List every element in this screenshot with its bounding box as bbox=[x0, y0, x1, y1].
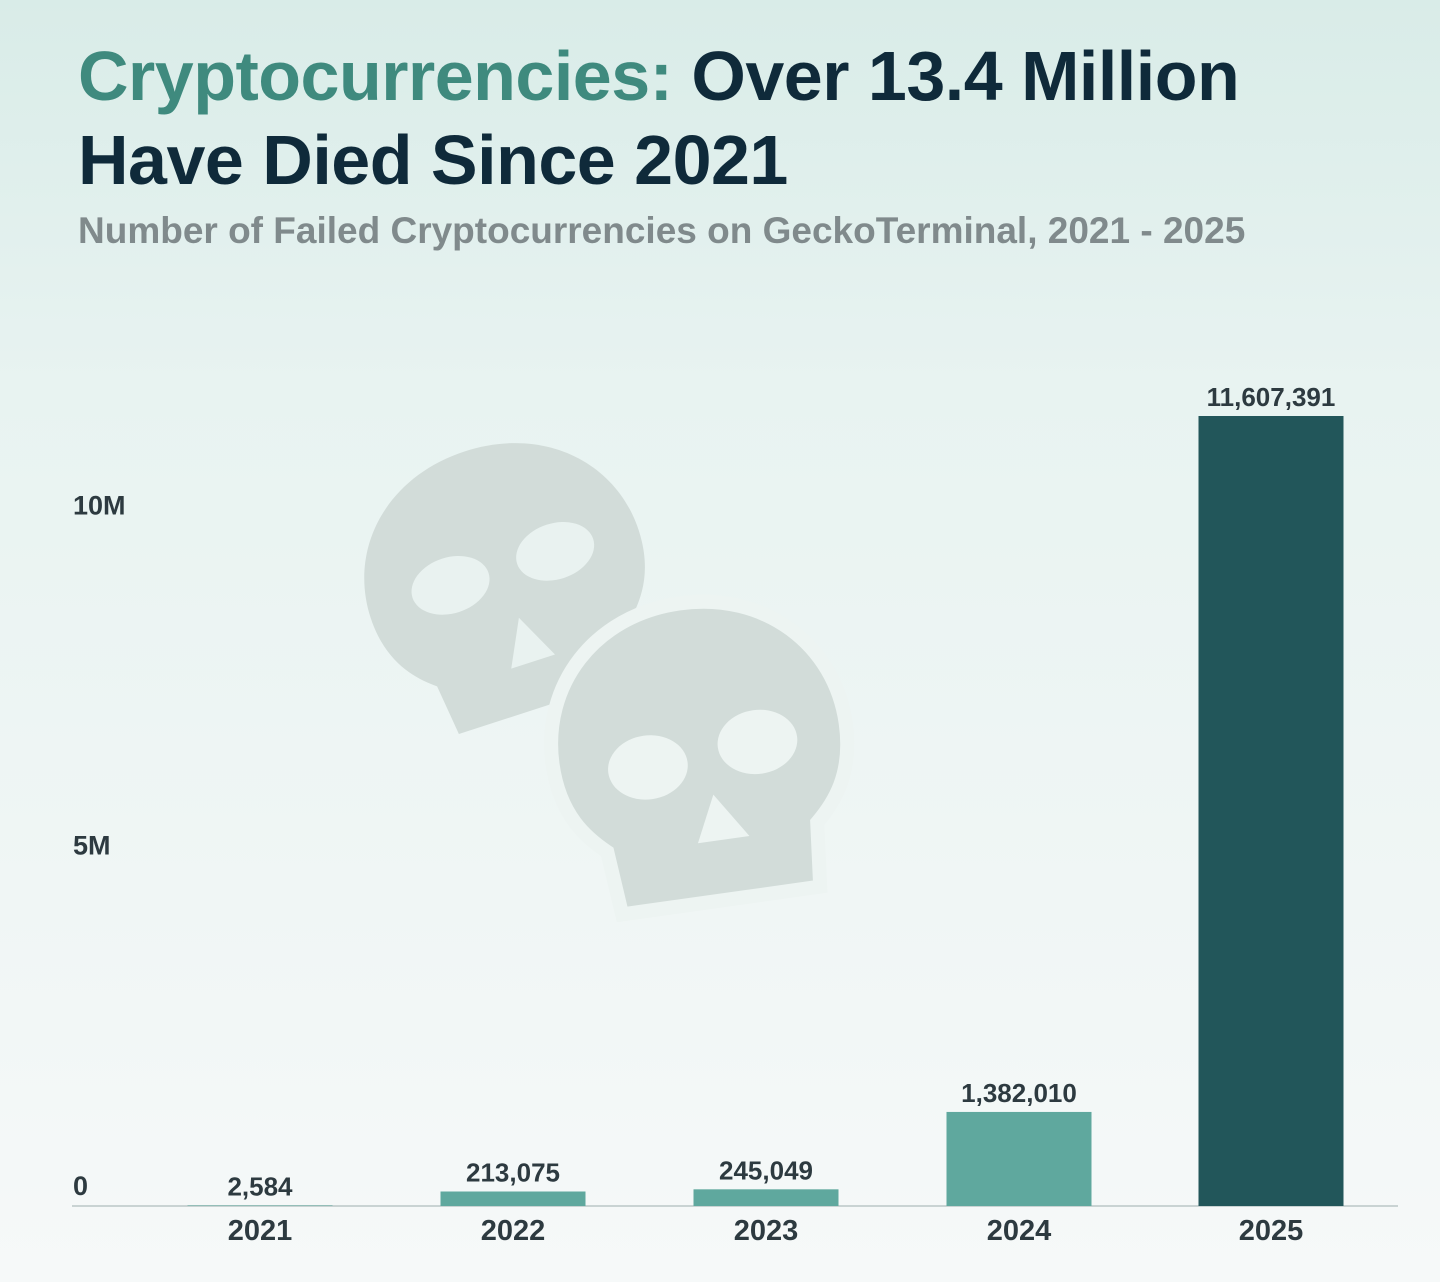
bar-2024 bbox=[946, 1111, 1092, 1206]
data-label-2023: 245,049 bbox=[719, 1155, 813, 1185]
x-tick-label: 2022 bbox=[481, 1215, 546, 1247]
skull-watermark bbox=[364, 443, 855, 923]
title-accent: Cryptocurrencies: bbox=[78, 37, 673, 115]
data-label-2025: 11,607,391 bbox=[1207, 382, 1336, 412]
x-axis-labels: 2021 2022 2023 2024 2025 bbox=[228, 1215, 1304, 1247]
bar-2025 bbox=[1198, 416, 1344, 1206]
y-tick-label: 5M bbox=[73, 831, 111, 861]
y-axis-ticks: 0 5M 10M bbox=[73, 490, 126, 1201]
data-labels: 2,584 213,075 245,049 1,382,010 11,607,391 bbox=[227, 382, 1335, 1202]
bars bbox=[187, 416, 1344, 1206]
data-label-2022: 213,075 bbox=[466, 1157, 560, 1187]
data-label-2021: 2,584 bbox=[227, 1172, 293, 1202]
bar-2021 bbox=[187, 1205, 333, 1206]
bar-2022 bbox=[440, 1191, 586, 1206]
x-tick-label: 2021 bbox=[228, 1215, 293, 1247]
bar-2023 bbox=[693, 1189, 839, 1206]
skull-icon bbox=[544, 594, 855, 923]
x-tick-label: 2024 bbox=[987, 1215, 1052, 1247]
chart-subtitle: Number of Failed Cryptocurrencies on Gec… bbox=[78, 210, 1246, 251]
title-rest: Over 13.4 Million Have Died Since 2021 bbox=[78, 37, 1240, 199]
y-tick-label: 0 bbox=[73, 1171, 88, 1201]
x-tick-label: 2023 bbox=[734, 1215, 799, 1247]
data-label-2024: 1,382,010 bbox=[961, 1078, 1077, 1108]
chart-title: Cryptocurrencies: Over 13.4 Million Have… bbox=[78, 34, 1408, 202]
x-tick-label: 2025 bbox=[1239, 1215, 1304, 1247]
y-tick-label: 10M bbox=[73, 490, 126, 520]
